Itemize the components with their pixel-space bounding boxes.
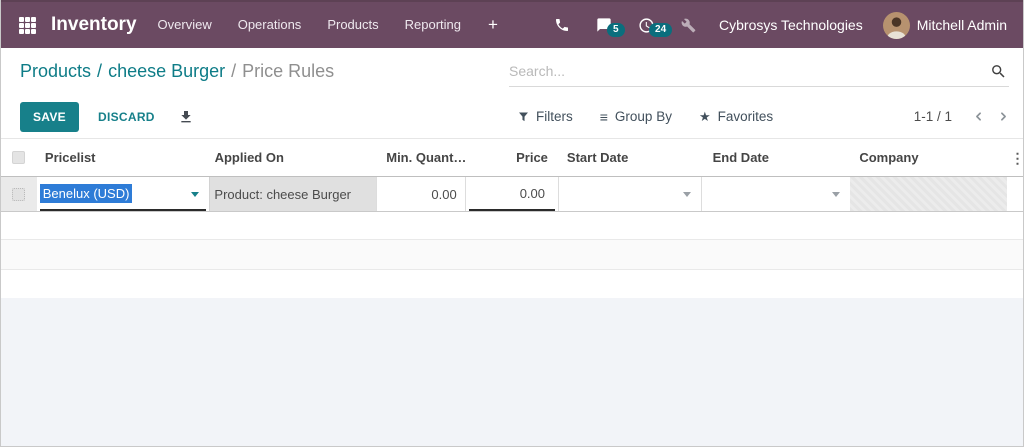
pricelist-field[interactable]: Benelux (USD): [36, 177, 210, 211]
avatar[interactable]: [882, 11, 910, 39]
price-field[interactable]: 0.00: [464, 177, 558, 211]
list-header: Pricelist Applied On Min. Quant… Price S…: [1, 138, 1023, 177]
breadcrumb-separator: /: [231, 61, 237, 81]
search-input[interactable]: [509, 63, 988, 79]
pricelist-value: Benelux (USD): [39, 183, 133, 203]
breadcrumb-products[interactable]: Products: [20, 61, 92, 81]
end-date-field[interactable]: [701, 177, 851, 211]
control-panel-bottom: SAVE DISCARD Filters ≡ Group By ★ Favori…: [1, 95, 1023, 138]
company-cell-readonly: [850, 177, 1007, 211]
column-header-company[interactable]: Company: [859, 150, 919, 165]
top-navbar: Inventory Overview Operations Products R…: [1, 0, 1023, 48]
phone-icon[interactable]: [541, 17, 583, 33]
app-name[interactable]: Inventory: [51, 14, 137, 35]
menu-item-reporting[interactable]: Reporting: [404, 17, 461, 32]
column-options-icon[interactable]: ⋮: [1012, 151, 1023, 165]
row-end-spacer: [1006, 177, 1023, 211]
save-button[interactable]: SAVE: [20, 101, 79, 132]
select-all-checkbox[interactable]: [12, 151, 26, 164]
column-header-start-date[interactable]: Start Date: [566, 150, 629, 165]
menu-item-overview[interactable]: Overview: [157, 17, 212, 32]
end-date-caret-icon[interactable]: [832, 192, 841, 197]
discard-button[interactable]: DISCARD: [93, 102, 160, 132]
user-menu[interactable]: Mitchell Admin: [916, 17, 1007, 33]
filter-funnel-icon: [519, 112, 528, 121]
filters-label: Filters: [536, 109, 573, 124]
column-header-price[interactable]: Price: [516, 150, 548, 165]
column-header-applied-on[interactable]: Applied On: [214, 150, 284, 165]
breadcrumb-separator: /: [97, 61, 103, 81]
search-bar: [509, 57, 1009, 87]
pager: 1-1 / 1: [914, 95, 1010, 138]
column-header-pricelist[interactable]: Pricelist: [44, 150, 96, 165]
price-value: 0.00: [519, 185, 545, 201]
group-by-icon: ≡: [599, 108, 608, 125]
column-header-min-quantity[interactable]: Min. Quant…: [386, 150, 467, 165]
search-options: Filters ≡ Group By ★ Favorites: [518, 95, 773, 138]
systray: 5 24 Cybrosys Technologies Mitchell Admi…: [541, 11, 1023, 39]
row-select-cell: [1, 177, 37, 211]
plus-icon[interactable]: +: [488, 15, 498, 34]
wrench-icon[interactable]: [668, 18, 709, 33]
group-by-menu[interactable]: ≡ Group By: [600, 109, 672, 124]
menu-item-operations[interactable]: Operations: [237, 17, 302, 32]
column-header-end-date[interactable]: End Date: [712, 150, 769, 165]
pager-range[interactable]: 1-1 / 1: [913, 109, 952, 124]
applied-on-cell: Product: cheese Burger: [209, 177, 377, 211]
breadcrumb: Products / cheese Burger / Price Rules: [20, 61, 509, 82]
favorites-menu[interactable]: ★ Favorites: [699, 109, 773, 124]
messages-badge: 5: [607, 23, 625, 37]
search-icon[interactable]: [988, 63, 1009, 80]
breadcrumb-current: Price Rules: [242, 61, 335, 81]
activities-clock-icon[interactable]: 24: [625, 17, 673, 37]
empty-row: [1, 212, 1023, 240]
menu-item-products[interactable]: Products: [327, 17, 379, 32]
pager-previous-icon[interactable]: [972, 110, 985, 123]
control-panel-top: Products / cheese Burger / Price Rules: [1, 48, 1023, 95]
group-by-label: Group By: [614, 109, 672, 124]
content-background: [1, 298, 1023, 446]
table-row: Benelux (USD) Product: cheese Burger 0.0…: [1, 177, 1023, 212]
pricelist-dropdown-caret-icon[interactable]: [191, 192, 200, 197]
apps-grid-icon[interactable]: [19, 16, 36, 34]
export-download-icon[interactable]: [178, 109, 194, 125]
start-date-caret-icon[interactable]: [683, 192, 692, 197]
pager-next-icon[interactable]: [997, 110, 1010, 123]
filters-menu[interactable]: Filters: [518, 109, 573, 124]
select-all-cell: [1, 151, 37, 164]
company-switcher[interactable]: Cybrosys Technologies: [719, 17, 863, 33]
row-checkbox[interactable]: [12, 187, 26, 201]
breadcrumb-cheese-burger[interactable]: cheese Burger: [108, 61, 226, 81]
favorites-label: Favorites: [717, 109, 774, 124]
empty-row: [1, 240, 1023, 270]
favorites-star-icon: ★: [698, 109, 711, 124]
main-menu: Overview Operations Products Reporting +: [145, 2, 512, 48]
min-quantity-field[interactable]: 0.00: [376, 177, 465, 211]
empty-row: [1, 270, 1023, 298]
activities-badge: 24: [649, 22, 673, 37]
messages-icon[interactable]: 5: [583, 17, 625, 37]
start-date-field[interactable]: [558, 177, 702, 211]
